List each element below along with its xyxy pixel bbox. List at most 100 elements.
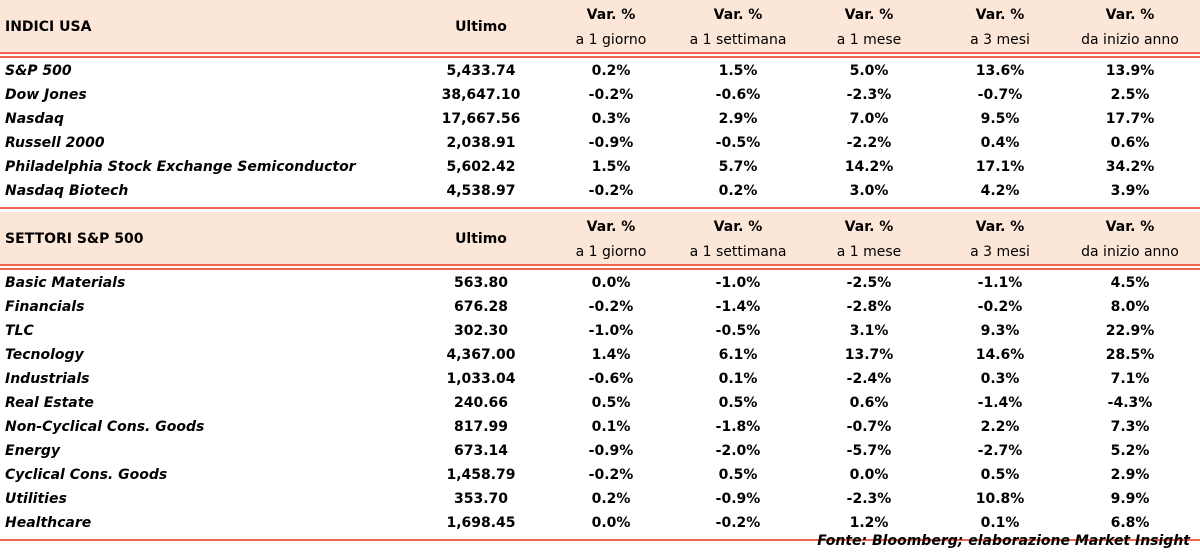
row-var: -0.9% (588, 135, 634, 151)
source-note: Fonte: Bloomberg; elaborazione Market In… (817, 533, 1190, 549)
row-var: -0.2% (715, 515, 761, 531)
row-name: Financials (5, 299, 85, 315)
row-var: 6.8% (1110, 515, 1150, 531)
row-var: 0.2% (591, 63, 631, 79)
row-var: -0.7% (977, 87, 1023, 103)
row-var: 5.2% (1110, 443, 1150, 459)
row-name: Nasdaq (5, 111, 64, 127)
row-name: Cyclical Cons. Goods (5, 467, 168, 483)
row-last: 5,433.74 (446, 63, 516, 79)
row-var: 10.8% (975, 491, 1025, 507)
row-last: 2,038.91 (446, 135, 516, 151)
column-ultimo: Ultimo (455, 231, 507, 247)
row-var: 3.0% (849, 183, 889, 199)
row-var: 22.9% (1105, 323, 1155, 339)
row-var: -0.2% (588, 183, 634, 199)
row-var: 0.6% (849, 395, 889, 411)
row-last: 4,538.97 (446, 183, 516, 199)
section-bottom-rule (0, 207, 1200, 209)
row-var: 4.2% (980, 183, 1020, 199)
row-var: -0.9% (715, 491, 761, 507)
column-var: Var. % (844, 219, 894, 235)
column-var: Var. % (844, 7, 894, 23)
header-rule (0, 52, 1200, 54)
row-var: 0.1% (718, 371, 758, 387)
row-var: -2.8% (846, 299, 892, 315)
row-var: 0.0% (591, 515, 631, 531)
row-name: Utilities (5, 491, 67, 507)
row-last: 240.66 (453, 395, 509, 411)
row-var: 0.1% (591, 419, 631, 435)
column-var: Var. % (975, 219, 1025, 235)
row-name: Real Estate (5, 395, 94, 411)
row-name: Philadelphia Stock Exchange Semiconducto… (5, 159, 356, 175)
row-var: -2.4% (846, 371, 892, 387)
row-var: 0.4% (980, 135, 1020, 151)
section-header (0, 0, 1200, 52)
row-last: 1,458.79 (446, 467, 516, 483)
row-var: -0.2% (588, 87, 634, 103)
row-var: -0.6% (715, 87, 761, 103)
row-name: Tecnology (5, 347, 84, 363)
row-var: -1.4% (715, 299, 761, 315)
row-var: 7.0% (849, 111, 889, 127)
column-var: Var. % (713, 219, 763, 235)
row-var: 28.5% (1105, 347, 1155, 363)
column-period: da inizio anno (1081, 244, 1179, 260)
column-period: a 1 giorno (575, 32, 647, 48)
column-period: da inizio anno (1081, 32, 1179, 48)
row-var: 0.3% (591, 111, 631, 127)
row-last: 676.28 (453, 299, 509, 315)
row-var: 0.0% (849, 467, 889, 483)
row-name: Basic Materials (5, 275, 126, 291)
row-last: 38,647.10 (441, 87, 521, 103)
row-last: 302.30 (453, 323, 509, 339)
column-period: a 1 mese (836, 32, 902, 48)
row-var: 1.5% (591, 159, 631, 175)
row-var: -1.0% (715, 275, 761, 291)
row-name: Healthcare (5, 515, 92, 531)
row-var: -2.5% (846, 275, 892, 291)
row-var: 0.3% (980, 371, 1020, 387)
row-var: -1.0% (588, 323, 634, 339)
row-var: 3.9% (1110, 183, 1150, 199)
column-period: a 1 settimana (689, 244, 787, 260)
row-var: -0.5% (715, 323, 761, 339)
row-var: 0.1% (980, 515, 1020, 531)
row-var: 0.2% (718, 183, 758, 199)
row-var: 0.6% (1110, 135, 1150, 151)
row-var: -0.6% (588, 371, 634, 387)
header-rule (0, 268, 1200, 270)
row-name: TLC (5, 323, 34, 339)
row-var: -0.2% (588, 467, 634, 483)
row-var: -0.9% (588, 443, 634, 459)
row-var: 9.5% (980, 111, 1020, 127)
row-last: 17,667.56 (441, 111, 521, 127)
row-var: 8.0% (1110, 299, 1150, 315)
row-var: 9.9% (1110, 491, 1150, 507)
row-var: 2.2% (980, 419, 1020, 435)
row-name: Industrials (5, 371, 90, 387)
row-var: 13.6% (975, 63, 1025, 79)
row-var: -2.3% (846, 87, 892, 103)
row-var: 34.2% (1105, 159, 1155, 175)
row-name: Dow Jones (5, 87, 87, 103)
column-period: a 1 mese (836, 244, 902, 260)
row-var: 6.1% (718, 347, 758, 363)
row-var: 1.4% (591, 347, 631, 363)
row-var: 2.9% (718, 111, 758, 127)
row-var: 4.5% (1110, 275, 1150, 291)
column-var: Var. % (586, 7, 636, 23)
column-var: Var. % (713, 7, 763, 23)
column-period: a 3 mesi (970, 32, 1030, 48)
row-var: -2.7% (977, 443, 1023, 459)
row-var: 1.2% (849, 515, 889, 531)
row-last: 563.80 (453, 275, 509, 291)
header-rule (0, 56, 1200, 58)
column-period: a 3 mesi (970, 244, 1030, 260)
column-ultimo: Ultimo (455, 19, 507, 35)
row-var: 13.7% (844, 347, 894, 363)
row-var: -0.5% (715, 135, 761, 151)
row-last: 673.14 (453, 443, 509, 459)
row-var: 17.7% (1105, 111, 1155, 127)
